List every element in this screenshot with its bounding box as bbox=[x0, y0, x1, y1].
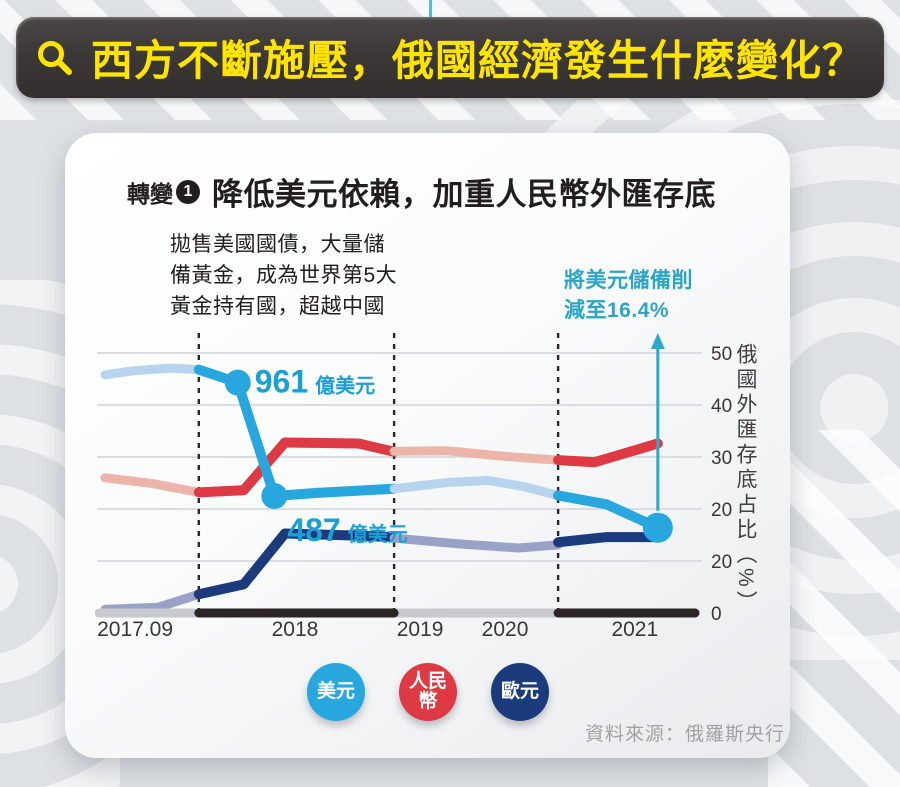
svg-text:2017.09: 2017.09 bbox=[97, 618, 173, 641]
page-title: 西方不斷施壓，俄國經濟發生什麼變化？ bbox=[90, 37, 865, 84]
annotation-gold: 拋售美國國債，大量儲 備黃金，成為世界第5大 黃金持有國，超越中國 bbox=[170, 229, 397, 322]
svg-text:30: 30 bbox=[711, 448, 732, 469]
svg-text:20: 20 bbox=[711, 500, 732, 521]
annotation-usd-cut-line: 將美元儲備削 bbox=[564, 269, 693, 292]
svg-text:2021: 2021 bbox=[611, 618, 658, 641]
kicker-number-circle: 1 bbox=[176, 179, 200, 204]
svg-text:50: 50 bbox=[711, 344, 732, 365]
svg-text:20: 20 bbox=[711, 552, 732, 573]
legend-item-usd: 美元 bbox=[307, 663, 365, 721]
annotation-gold-line: 備黃金，成為世界第5大 bbox=[170, 264, 398, 287]
svg-text:2019: 2019 bbox=[397, 618, 444, 641]
chart-legend: 美元 人民 幣 歐元 bbox=[307, 663, 549, 721]
legend-label: 美元 bbox=[316, 681, 355, 702]
annotation-gold-line: 黃金持有國，超越中國 bbox=[170, 295, 385, 318]
diagonal-stripes-bottom-right bbox=[768, 430, 900, 787]
y-axis-title: 俄國外匯存底占比（%） bbox=[734, 343, 757, 616]
kicker-badge: 轉變 1 bbox=[127, 175, 200, 209]
magnifier-icon bbox=[35, 38, 75, 78]
legend-label: 幣 bbox=[418, 691, 438, 712]
reserves-line-chart: 961 億美元 487 億美元 2017.09 2018 2019 2020 2021 50 40 3… bbox=[94, 331, 745, 643]
annotation-usd-cut: 將美元儲備削 減至16.4% bbox=[564, 266, 693, 326]
legend-item-rmb: 人民 幣 bbox=[399, 663, 457, 721]
annotation-gold-line: 拋售美國國債，大量儲 bbox=[170, 233, 385, 256]
annotation-usd-cut-line: 減至16.4% bbox=[564, 299, 670, 322]
data-source: 資料來源：俄羅斯央行 bbox=[585, 724, 786, 745]
card-title-row: 轉變 1 降低美元依賴，加重人民幣外匯存底 bbox=[127, 169, 716, 214]
header-banner: 西方不斷施壓，俄國經濟發生什麼變化？ bbox=[16, 17, 884, 98]
card-title: 降低美元依賴，加重人民幣外匯存底 bbox=[212, 177, 716, 212]
legend-item-eur: 歐元 bbox=[491, 663, 549, 721]
svg-text:2018: 2018 bbox=[272, 618, 319, 641]
legend-label: 人民 bbox=[408, 671, 447, 692]
svg-text:40: 40 bbox=[711, 396, 732, 417]
svg-text:0: 0 bbox=[711, 604, 722, 625]
svg-text:2020: 2020 bbox=[482, 618, 529, 641]
cyan-fold-line bbox=[429, 0, 432, 19]
chart-card: 轉變 1 降低美元依賴，加重人民幣外匯存底 拋售美國國債，大量儲 備黃金，成為世… bbox=[65, 133, 790, 758]
kicker-label: 轉變 bbox=[127, 180, 173, 207]
legend-label: 歐元 bbox=[500, 681, 539, 702]
